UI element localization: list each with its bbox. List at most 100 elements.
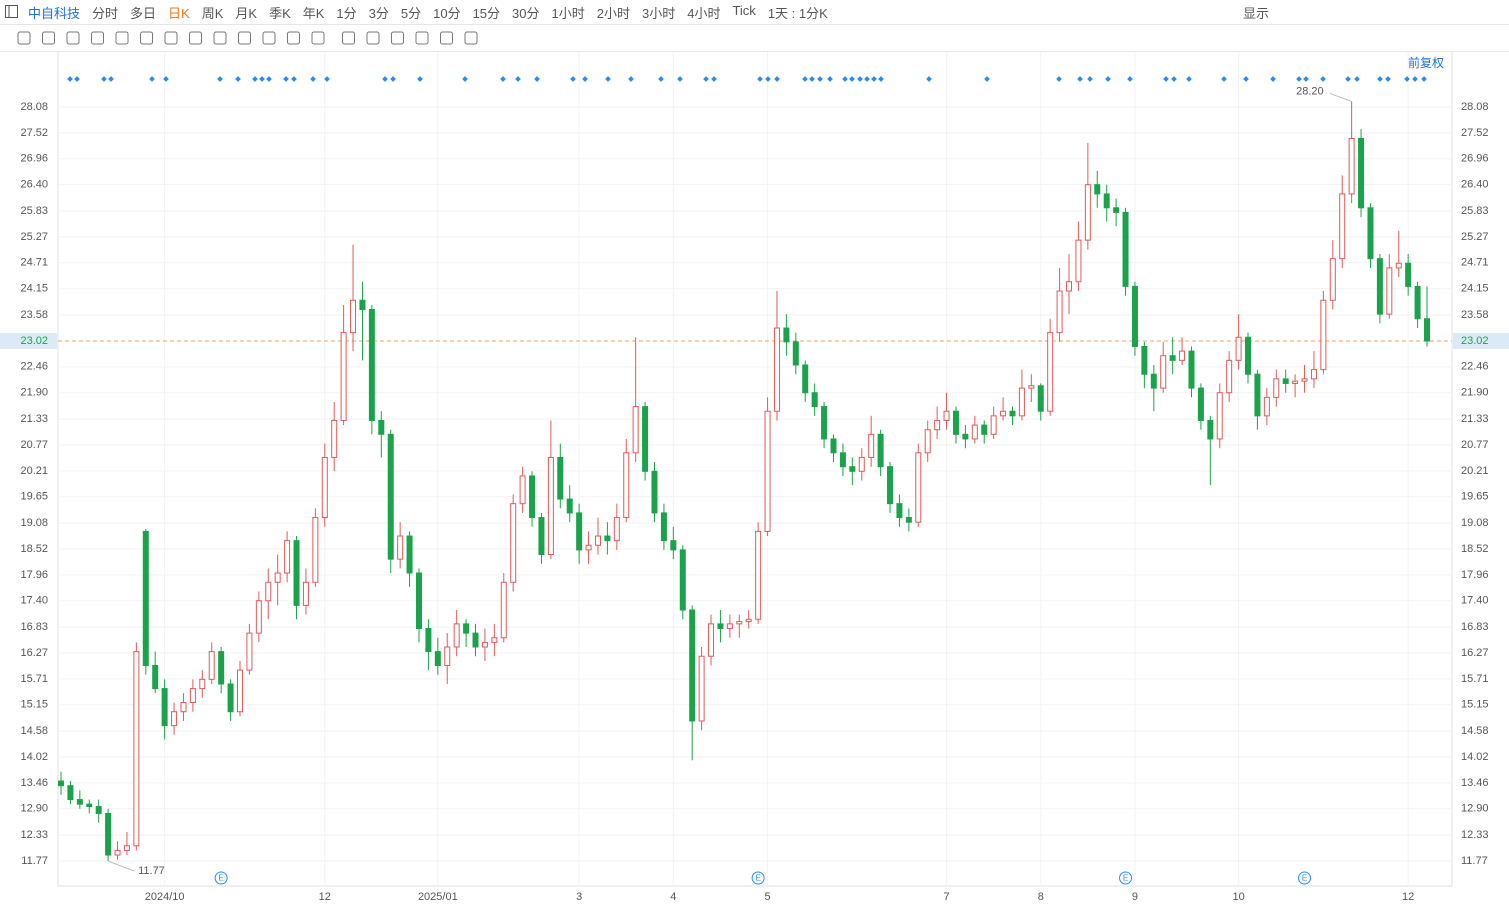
- event-icon[interactable]: [751, 871, 765, 885]
- period-tab[interactable]: 3小时: [641, 5, 676, 21]
- candle-body: [1160, 355, 1167, 389]
- tool-icon[interactable]: [238, 31, 251, 45]
- y-tick-label-right: 28.08: [1461, 101, 1489, 113]
- period-tab[interactable]: 2小时: [596, 5, 630, 21]
- event-dot: [1127, 76, 1133, 82]
- event-dot: [217, 76, 223, 82]
- candle-body: [670, 540, 677, 551]
- y-tick-label-right: 14.58: [1461, 725, 1489, 737]
- event-icon-label: E: [218, 874, 223, 883]
- event-dot: [1404, 76, 1410, 82]
- tool-icon[interactable]: [415, 31, 429, 45]
- y-tick-label: 14.02: [20, 751, 48, 763]
- tool-icon[interactable]: [164, 31, 178, 45]
- event-icon[interactable]: [1298, 871, 1312, 885]
- sidebar-icon[interactable]: [4, 4, 20, 20]
- tool-icon[interactable]: [262, 31, 276, 45]
- period-tab[interactable]: 1小时: [551, 5, 585, 21]
- candle-body: [1339, 193, 1346, 260]
- candle-body: [378, 419, 385, 435]
- tool-icon[interactable]: [189, 31, 202, 45]
- candle-body: [755, 530, 762, 620]
- y-tick-label-right: 26.96: [1461, 153, 1489, 165]
- tool-icon[interactable]: [342, 31, 355, 45]
- y-tick-label-right: 25.83: [1461, 205, 1489, 217]
- event-dot: [266, 76, 272, 82]
- tool-icon[interactable]: [464, 31, 478, 45]
- event-dot: [1385, 76, 1391, 82]
- tool-icon[interactable]: [17, 31, 31, 45]
- stock-name[interactable]: 中自科技: [28, 5, 81, 21]
- adjust-mode[interactable]: 前复权: [1408, 55, 1444, 70]
- y-tick-label-right: 13.46: [1461, 777, 1489, 789]
- candle-body: [1310, 369, 1317, 380]
- drawing-toolbar: [0, 25, 1509, 52]
- display-menu[interactable]: 显示: [1242, 5, 1269, 21]
- event-dot: [1345, 76, 1351, 82]
- event-dot: [827, 76, 833, 82]
- tool-icon[interactable]: [115, 31, 129, 45]
- tool-icon[interactable]: [66, 31, 80, 45]
- tool-icon[interactable]: [391, 31, 404, 45]
- candle-body: [623, 452, 630, 519]
- period-tab[interactable]: 5分: [400, 5, 422, 21]
- event-dot: [259, 76, 265, 82]
- y-tick-label-right: 20.21: [1461, 465, 1489, 477]
- candle-body: [990, 415, 997, 435]
- candle-body: [142, 530, 149, 666]
- range-select[interactable]: 1天 : 1分K: [767, 5, 828, 21]
- period-tab[interactable]: 多日: [130, 5, 157, 21]
- period-tab[interactable]: 周K: [201, 5, 224, 21]
- x-tick-label: 9: [1132, 891, 1138, 903]
- candle-body: [821, 406, 828, 440]
- candle-body: [934, 419, 941, 431]
- period-tab[interactable]: 15分: [472, 5, 501, 21]
- event-icon[interactable]: [1119, 871, 1133, 885]
- period-tab[interactable]: 30分: [512, 5, 540, 21]
- event-icon[interactable]: [214, 871, 228, 885]
- tool-icon[interactable]: [366, 31, 380, 45]
- event-dot: [310, 76, 316, 82]
- tool-icon[interactable]: [287, 31, 300, 45]
- period-tab[interactable]: 10分: [433, 5, 461, 21]
- event-dot: [67, 76, 73, 82]
- y-tick-label: 27.52: [20, 127, 48, 139]
- candle-body: [1395, 262, 1402, 269]
- candle-body: [924, 429, 931, 454]
- y-tick-label: 16.83: [20, 621, 48, 633]
- candle-body: [783, 327, 790, 343]
- period-tab[interactable]: 年K: [302, 5, 325, 21]
- event-dot: [1412, 76, 1418, 82]
- period-tab[interactable]: 月K: [235, 5, 258, 21]
- y-tick-label: 20.77: [20, 439, 48, 451]
- period-tab[interactable]: 季K: [269, 5, 291, 21]
- candle-body: [491, 637, 498, 643]
- candle-body: [1084, 184, 1091, 241]
- tool-icon[interactable]: [440, 31, 453, 45]
- candle-body: [1405, 262, 1412, 287]
- tool-icon[interactable]: [42, 31, 55, 45]
- candle-body: [1273, 378, 1280, 398]
- x-tick-label: 8: [1038, 891, 1044, 903]
- candle-body: [1254, 373, 1261, 417]
- event-dot: [1296, 76, 1302, 82]
- candle-body: [698, 655, 705, 722]
- period-tab[interactable]: 1分: [336, 5, 357, 21]
- candle-body: [1226, 359, 1233, 394]
- period-tab[interactable]: 分时: [92, 5, 119, 21]
- event-dot: [817, 76, 823, 82]
- tool-icon[interactable]: [140, 31, 153, 45]
- tool-icon[interactable]: [91, 31, 104, 45]
- candle-body: [1141, 345, 1148, 375]
- candle-body: [858, 456, 865, 472]
- event-dot: [849, 76, 855, 82]
- candle-body: [302, 581, 309, 606]
- tool-icon[interactable]: [213, 31, 227, 45]
- candle-body: [171, 711, 178, 727]
- period-tab[interactable]: 3分: [368, 5, 389, 21]
- tool-icon[interactable]: [311, 31, 325, 45]
- period-tab[interactable]: 4小时: [687, 5, 721, 21]
- period-tab[interactable]: Tick: [732, 2, 756, 18]
- event-dot: [390, 76, 396, 82]
- period-tab[interactable]: 日K: [168, 5, 190, 21]
